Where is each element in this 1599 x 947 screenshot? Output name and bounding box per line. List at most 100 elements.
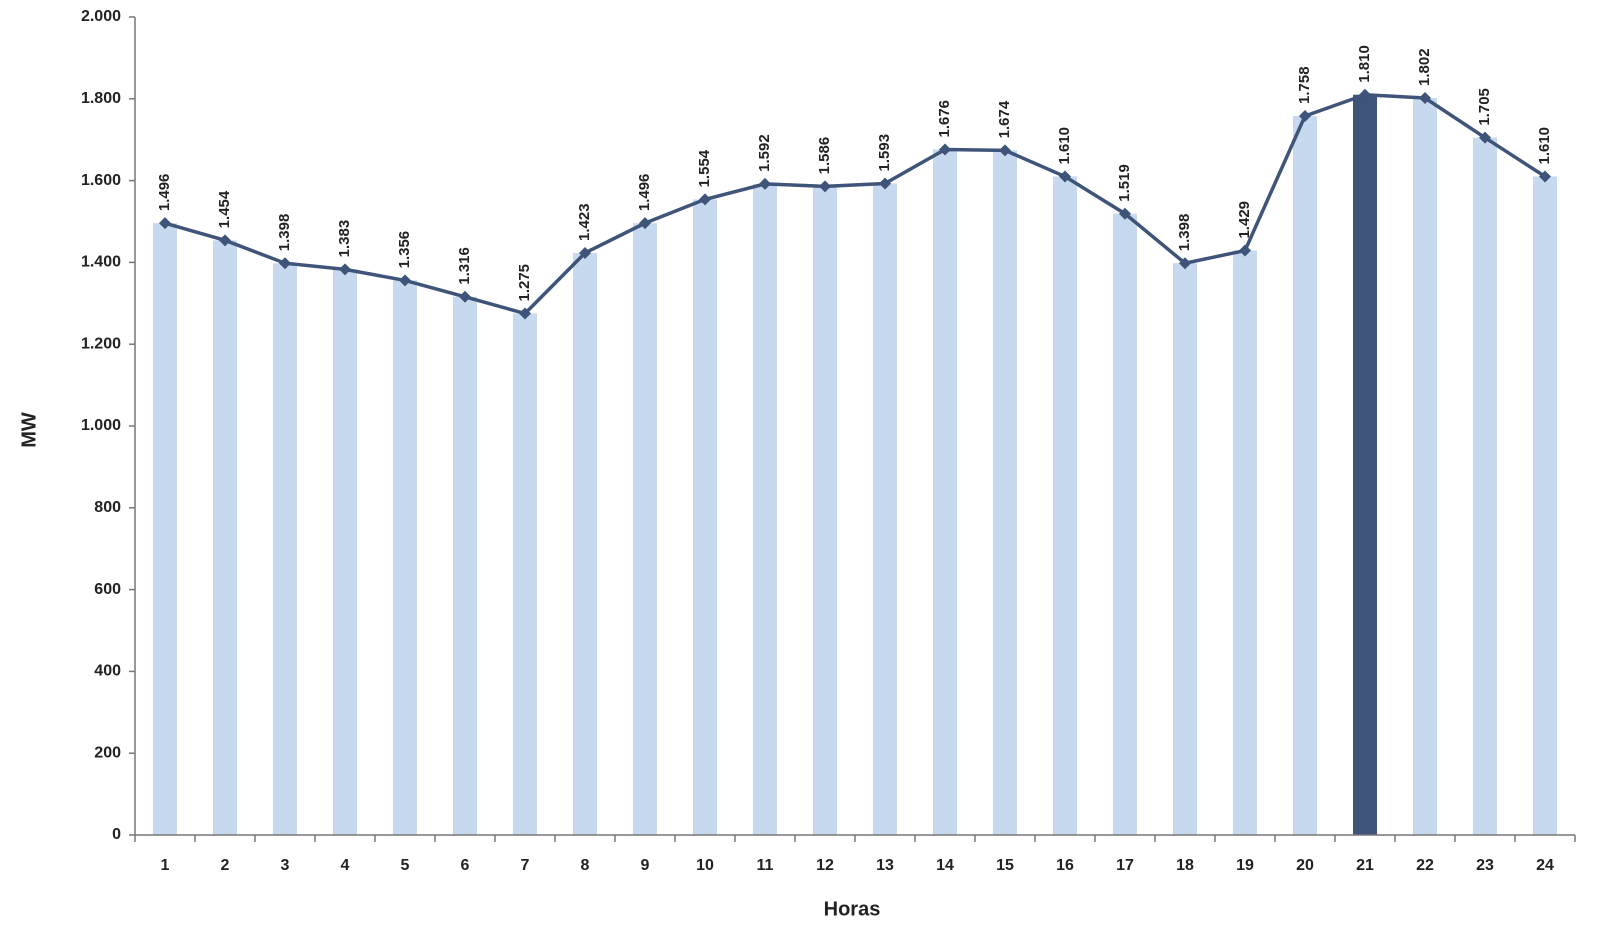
x-tick-label: 18 bbox=[1176, 857, 1194, 874]
bar bbox=[1413, 97, 1437, 836]
x-tick-label: 5 bbox=[401, 857, 410, 874]
x-tick-label: 12 bbox=[816, 857, 834, 874]
bar bbox=[213, 240, 237, 836]
bar bbox=[333, 269, 357, 835]
x-tick-label: 21 bbox=[1356, 857, 1374, 874]
y-tick-label: 0 bbox=[112, 826, 121, 843]
x-tick-label: 15 bbox=[996, 857, 1014, 874]
data-label: 1.592 bbox=[756, 134, 773, 172]
marker bbox=[519, 307, 531, 320]
bar bbox=[1293, 115, 1317, 835]
data-label: 1.674 bbox=[996, 100, 1013, 138]
x-tick-label: 11 bbox=[757, 857, 774, 874]
x-tick-label: 23 bbox=[1476, 857, 1494, 874]
x-tick-label: 20 bbox=[1296, 857, 1314, 874]
marker bbox=[1299, 109, 1311, 122]
marker bbox=[759, 177, 771, 190]
bar bbox=[153, 223, 177, 836]
y-tick-label: 200 bbox=[94, 744, 121, 761]
marker bbox=[1119, 207, 1131, 220]
x-tick-label: 7 bbox=[521, 857, 530, 874]
marker bbox=[1539, 170, 1551, 183]
bar bbox=[573, 252, 597, 836]
marker bbox=[219, 234, 231, 247]
data-label: 1.429 bbox=[1236, 201, 1253, 239]
x-axis-title: Horas bbox=[824, 898, 881, 920]
line bbox=[164, 92, 1546, 316]
bar bbox=[1473, 137, 1497, 835]
data-label: 1.356 bbox=[396, 231, 413, 269]
bar bbox=[1353, 94, 1377, 835]
marker bbox=[1419, 91, 1431, 104]
marker bbox=[399, 274, 411, 287]
bar bbox=[933, 149, 957, 836]
x-tick-label: 22 bbox=[1416, 857, 1434, 874]
bar bbox=[1053, 176, 1077, 835]
bar bbox=[453, 296, 477, 836]
x-tick-label: 24 bbox=[1536, 857, 1554, 874]
x-tick-label: 3 bbox=[281, 857, 290, 874]
marker bbox=[879, 177, 891, 190]
data-label: 1.758 bbox=[1296, 66, 1313, 104]
data-label: 1.676 bbox=[936, 100, 953, 138]
bar bbox=[273, 263, 297, 835]
bar bbox=[1233, 250, 1257, 835]
bar bbox=[633, 223, 657, 836]
marker bbox=[579, 246, 591, 259]
y-tick-label: 1.000 bbox=[81, 417, 121, 434]
data-label: 1.423 bbox=[576, 203, 593, 241]
bar bbox=[693, 199, 717, 835]
x-tick-label: 1 bbox=[161, 857, 170, 874]
y-tick-label: 1.400 bbox=[81, 254, 121, 271]
data-label: 1.810 bbox=[1356, 45, 1373, 83]
x-tick-label: 16 bbox=[1056, 857, 1074, 874]
x-tick-label: 8 bbox=[581, 857, 590, 874]
data-label: 1.705 bbox=[1476, 88, 1493, 126]
marker bbox=[999, 144, 1011, 157]
marker bbox=[939, 143, 951, 156]
bar bbox=[513, 313, 537, 835]
marker bbox=[339, 263, 351, 276]
marker bbox=[1179, 257, 1191, 270]
marker bbox=[1239, 244, 1251, 257]
x-tick-label: 14 bbox=[936, 857, 954, 874]
data-label: 1.398 bbox=[276, 214, 293, 252]
y-tick-label: 400 bbox=[94, 663, 121, 680]
data-label: 1.496 bbox=[156, 174, 173, 212]
data-label: 1.398 bbox=[1176, 214, 1193, 252]
data-label: 1.802 bbox=[1416, 48, 1433, 86]
y-tick-label: 800 bbox=[94, 499, 121, 516]
x-tick-label: 9 bbox=[641, 857, 650, 874]
x-tick-label: 10 bbox=[696, 857, 714, 874]
bar bbox=[993, 150, 1017, 836]
marker bbox=[699, 193, 711, 206]
y-tick-label: 600 bbox=[94, 581, 121, 598]
x-tick-label: 6 bbox=[461, 857, 470, 874]
data-label: 1.610 bbox=[1056, 127, 1073, 165]
marker bbox=[1359, 88, 1371, 101]
y-axis-title: MW bbox=[18, 412, 40, 448]
marker bbox=[279, 257, 291, 270]
marker bbox=[159, 217, 171, 230]
y-tick-label: 1.800 bbox=[81, 90, 121, 107]
data-label: 1.496 bbox=[636, 174, 653, 212]
y-tick-label: 1.200 bbox=[81, 335, 121, 352]
data-label: 1.593 bbox=[876, 134, 893, 172]
bar bbox=[393, 280, 417, 835]
x-tick-label: 13 bbox=[876, 857, 894, 874]
marker bbox=[459, 290, 471, 303]
bar bbox=[873, 183, 897, 835]
bar bbox=[1533, 176, 1557, 835]
x-tick-label: 4 bbox=[341, 857, 350, 874]
marker bbox=[1059, 170, 1071, 183]
y-tick-label: 2.000 bbox=[81, 8, 121, 25]
marker bbox=[819, 180, 831, 193]
data-label: 1.383 bbox=[336, 220, 353, 258]
data-label: 1.275 bbox=[516, 264, 533, 302]
bar bbox=[1113, 213, 1137, 835]
x-tick-label: 2 bbox=[221, 857, 230, 874]
y-tick-label: 1.600 bbox=[81, 172, 121, 189]
data-label: 1.586 bbox=[816, 137, 833, 175]
marker bbox=[639, 217, 651, 230]
